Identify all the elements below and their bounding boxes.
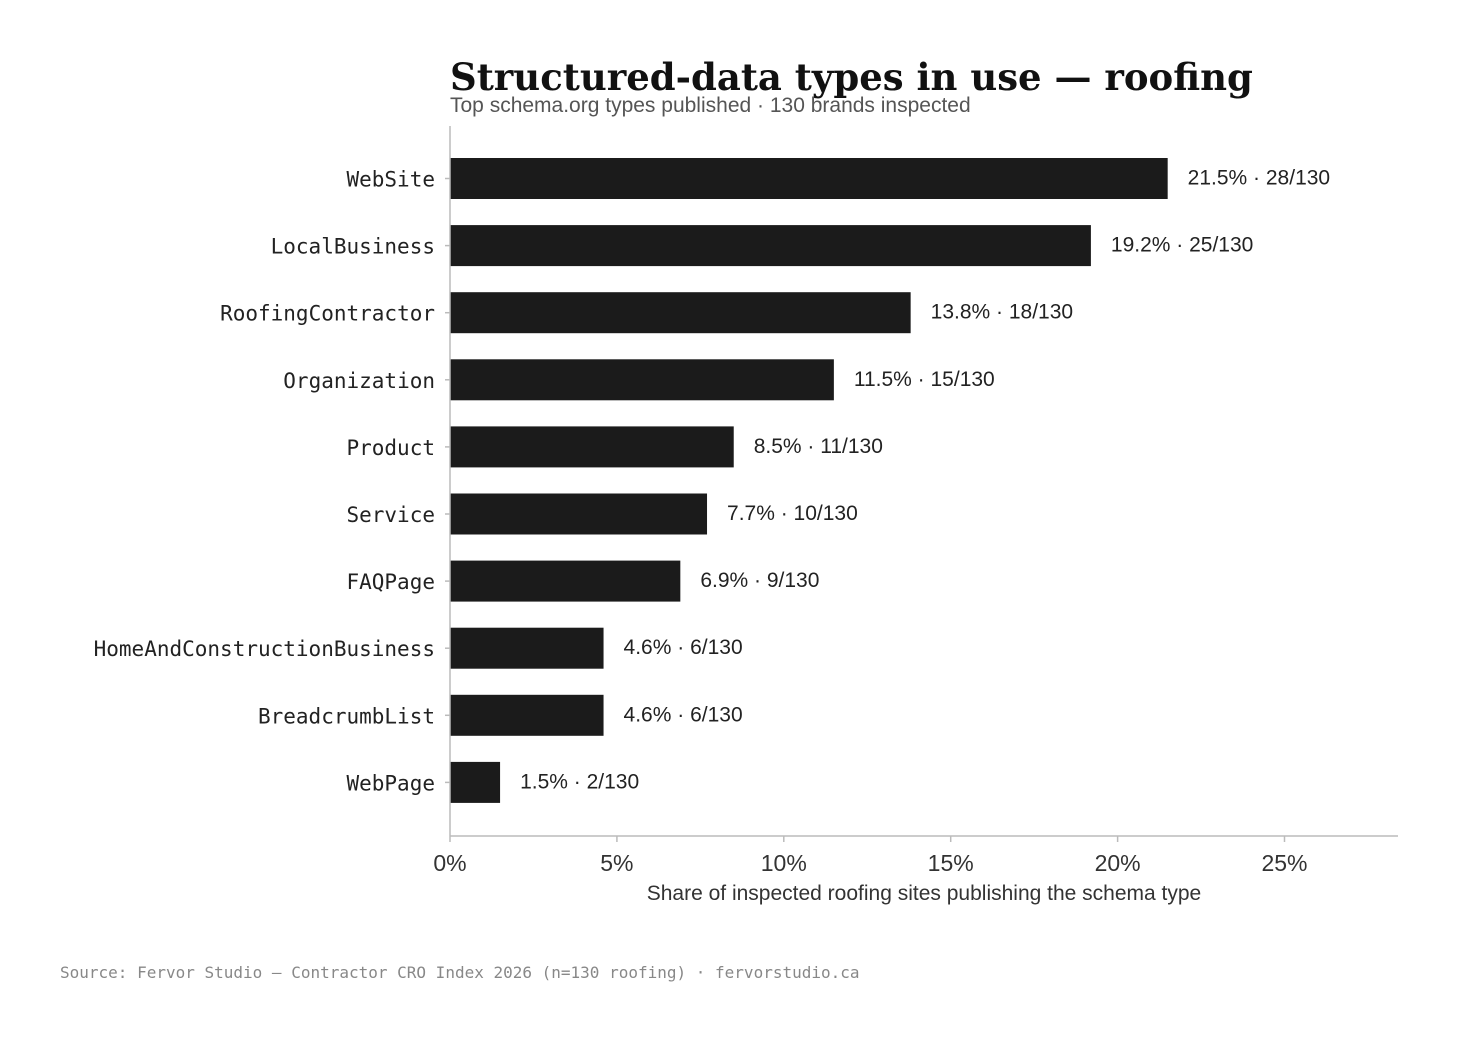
value-label: 4.6% · 6/130 xyxy=(624,703,743,726)
x-tick-label: 10% xyxy=(761,850,807,876)
category-label: WebSite xyxy=(346,168,435,192)
category-label: Service xyxy=(346,503,435,527)
value-labels-group: 21.5% · 28/130 19.2% · 25/130 13.8% · 18/1… xyxy=(520,167,1330,794)
category-label: Product xyxy=(346,436,435,460)
bar-webpage xyxy=(450,761,501,803)
value-label: 11.5% · 15/130 xyxy=(854,368,995,391)
bar-breadcrumblist xyxy=(450,694,604,736)
category-label: Organization xyxy=(283,369,435,393)
chart-title: Structured-data types in use — roofing xyxy=(450,55,1253,99)
value-label: 1.5% · 2/130 xyxy=(520,770,639,793)
bar-organization xyxy=(450,359,834,401)
category-labels-group: WebSite LocalBusiness RoofingContractor Org… xyxy=(94,168,435,796)
value-label: 8.5% · 11/130 xyxy=(754,435,883,458)
bar-localbusiness xyxy=(450,225,1091,267)
bars-group xyxy=(450,158,1168,803)
bar-faqpage xyxy=(450,560,681,602)
bar-service xyxy=(450,493,708,535)
chart-subtitle: Top schema.org types published · 130 bra… xyxy=(450,94,971,117)
category-label: FAQPage xyxy=(346,570,435,594)
x-tick-label: 25% xyxy=(1261,850,1307,876)
x-tick-label: 5% xyxy=(600,850,633,876)
value-label: 7.7% · 10/130 xyxy=(727,502,858,525)
category-label: LocalBusiness xyxy=(271,235,435,259)
bar-website xyxy=(450,158,1168,199)
value-label: 19.2% · 25/130 xyxy=(1111,234,1253,257)
source-note: Source: Fervor Studio — Contractor CRO I… xyxy=(60,963,860,982)
value-label: 21.5% · 28/130 xyxy=(1188,167,1330,190)
bar-product xyxy=(450,426,734,468)
x-tick-label: 15% xyxy=(928,850,974,876)
category-label: RoofingContractor xyxy=(220,302,435,326)
y-axis xyxy=(445,126,451,836)
value-label: 13.8% · 18/130 xyxy=(931,301,1073,324)
category-label: BreadcrumbList xyxy=(258,704,435,728)
x-tick-label: 0% xyxy=(433,850,466,876)
value-label: 4.6% · 6/130 xyxy=(624,636,743,659)
category-label: WebPage xyxy=(346,771,435,795)
x-axis-label: Share of inspected roofing sites publish… xyxy=(647,882,1202,905)
category-label: HomeAndConstructionBusiness xyxy=(94,637,435,661)
bar-roofingcontractor xyxy=(450,292,911,334)
x-tick-label: 20% xyxy=(1095,850,1141,876)
bar-homeandconstructionbusiness xyxy=(450,627,604,669)
value-label: 6.9% · 9/130 xyxy=(700,569,819,592)
x-axis: 0% 5% 10% 15% 20% 25% xyxy=(433,835,1398,876)
